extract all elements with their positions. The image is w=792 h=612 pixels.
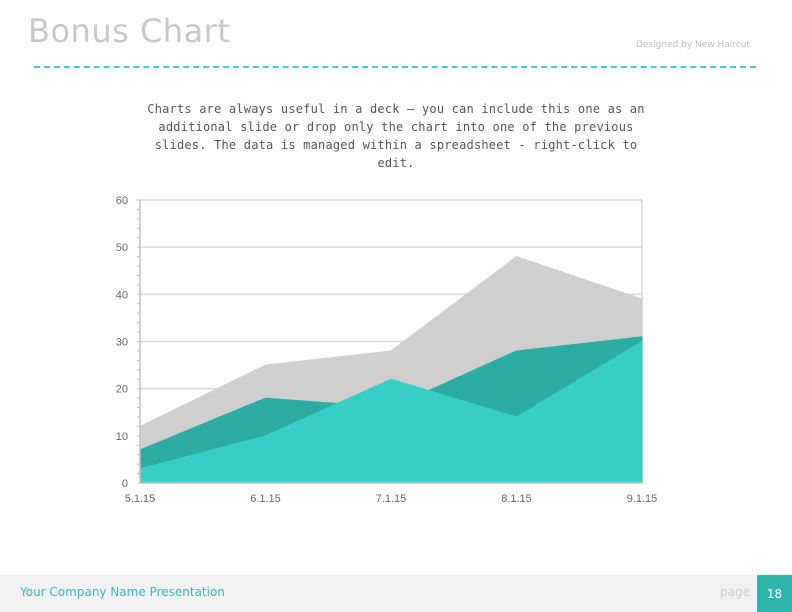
y-tick-label: 30 [116, 337, 128, 349]
x-tick-label: 5.1.15 [125, 493, 156, 505]
chart-areas [139, 256, 643, 484]
page-number-badge: 18 [757, 575, 792, 612]
intro-text: Charts are always useful in a deck — you… [147, 102, 645, 170]
title-divider [34, 66, 756, 68]
footer-company-name: Your Company Name Presentation [20, 585, 225, 599]
y-tick-label: 60 [116, 195, 128, 207]
x-tick-label: 8.1.15 [501, 493, 532, 505]
footer-page-label: page [720, 585, 750, 599]
y-tick-label: 20 [116, 384, 128, 396]
area-series-3 [139, 340, 643, 484]
chart-tick-labels: 0 10 20 30 40 50 60 5.1.15 6.1.15 7.1.15 8.1.15 9.1… [116, 195, 658, 505]
x-tick-label: 6.1.15 [250, 493, 281, 505]
y-tick-label: 0 [122, 478, 128, 490]
designer-credit: Designed by New Haircut [635, 40, 750, 50]
x-tick-label: 9.1.15 [627, 493, 658, 505]
x-tick-label: 7.1.15 [376, 493, 407, 505]
footer-bar: Your Company Name Presentation page 18 [0, 575, 792, 612]
slide-title: Bonus Chart [28, 12, 231, 50]
y-tick-label: 40 [116, 289, 128, 301]
chart-axes [137, 199, 642, 484]
y-tick-label: 50 [116, 242, 128, 254]
y-tick-label: 10 [116, 431, 128, 443]
